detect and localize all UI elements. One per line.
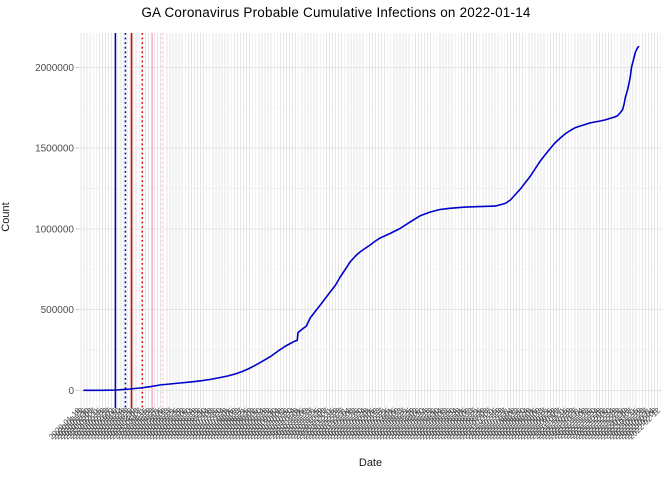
y-tick-label: 0 (68, 386, 74, 397)
y-tick-label: 500000 (41, 305, 75, 316)
y-tick-label: 1000000 (35, 224, 74, 235)
chart-title: GA Coronavirus Probable Cumulative Infec… (141, 5, 531, 20)
series-line-probable-cumulative-infections (83, 45, 640, 392)
y-tick-label: 1500000 (35, 144, 74, 155)
x-axis-title: Date (358, 457, 383, 469)
y-tick-label: 2000000 (35, 63, 74, 74)
